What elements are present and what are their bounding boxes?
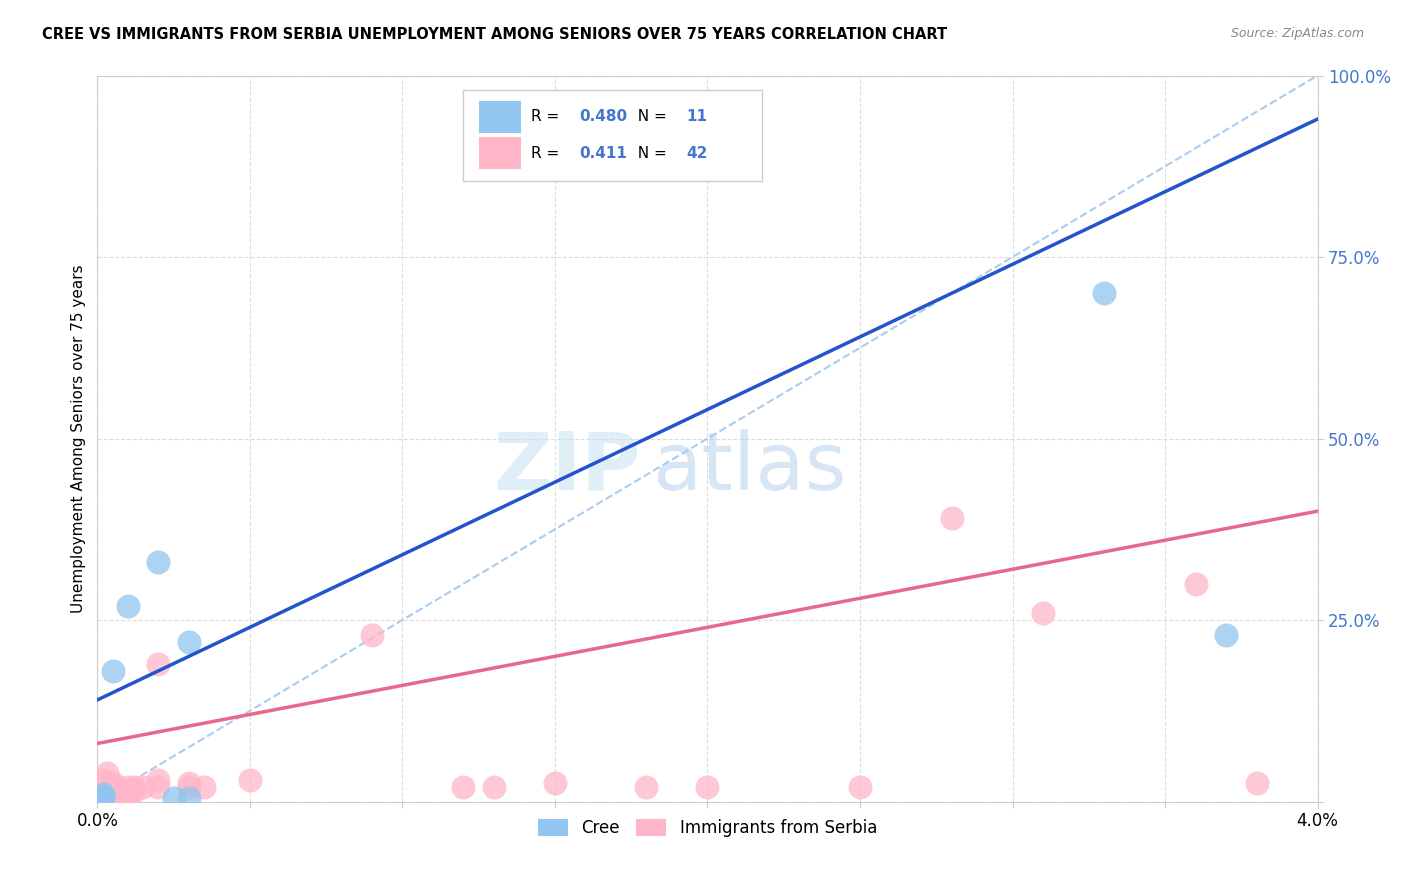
Point xyxy=(636,780,658,794)
Point xyxy=(101,783,124,797)
Point xyxy=(96,765,118,780)
Text: Source: ZipAtlas.com: Source: ZipAtlas.com xyxy=(1230,27,1364,40)
Point xyxy=(122,783,145,797)
Text: 11: 11 xyxy=(686,110,707,124)
Point xyxy=(107,783,129,797)
Point xyxy=(148,780,170,794)
Point xyxy=(1184,576,1206,591)
Point xyxy=(177,776,200,790)
Point xyxy=(148,772,170,787)
Text: 0.411: 0.411 xyxy=(579,145,627,161)
Point xyxy=(111,787,134,801)
Text: atlas: atlas xyxy=(652,428,846,507)
Point xyxy=(696,780,718,794)
Point xyxy=(98,787,121,801)
Point xyxy=(177,791,200,805)
Point xyxy=(93,791,115,805)
Point xyxy=(148,657,170,671)
Point xyxy=(96,783,118,797)
Point xyxy=(162,791,184,805)
FancyBboxPatch shape xyxy=(464,90,762,181)
Legend: Cree, Immigrants from Serbia: Cree, Immigrants from Serbia xyxy=(531,813,884,844)
Point xyxy=(117,786,139,800)
Point xyxy=(101,787,124,801)
Point xyxy=(148,555,170,569)
Point xyxy=(101,664,124,678)
Point xyxy=(177,635,200,649)
Point xyxy=(239,772,262,787)
Point xyxy=(177,780,200,794)
Point xyxy=(117,787,139,801)
Point xyxy=(101,776,124,790)
Text: 0.480: 0.480 xyxy=(579,110,627,124)
Point xyxy=(93,789,115,803)
Point xyxy=(89,791,111,805)
Point xyxy=(941,511,963,525)
Point xyxy=(361,627,384,641)
Point xyxy=(1032,606,1054,620)
Point xyxy=(104,787,127,801)
Point xyxy=(93,772,115,787)
Point xyxy=(122,780,145,794)
Point xyxy=(1215,627,1237,641)
Text: R =: R = xyxy=(530,145,568,161)
Point xyxy=(93,791,115,805)
Point xyxy=(111,783,134,797)
Point xyxy=(93,787,115,801)
Y-axis label: Unemployment Among Seniors over 75 years: Unemployment Among Seniors over 75 years xyxy=(72,264,86,613)
Point xyxy=(117,599,139,613)
Point xyxy=(132,780,155,794)
Point xyxy=(482,780,505,794)
Point xyxy=(117,783,139,797)
Point xyxy=(93,789,115,803)
Text: R =: R = xyxy=(530,110,568,124)
Point xyxy=(544,776,567,790)
Point xyxy=(849,780,872,794)
Point xyxy=(93,787,115,801)
Point xyxy=(1246,776,1268,790)
Point xyxy=(104,783,127,797)
Point xyxy=(104,780,127,794)
Point xyxy=(1092,286,1115,301)
FancyBboxPatch shape xyxy=(479,137,520,169)
Point xyxy=(117,780,139,794)
FancyBboxPatch shape xyxy=(479,101,520,133)
Point xyxy=(193,780,215,794)
Text: 42: 42 xyxy=(686,145,709,161)
Text: ZIP: ZIP xyxy=(494,428,640,507)
Text: N =: N = xyxy=(628,145,676,161)
Point xyxy=(453,780,475,794)
Text: N =: N = xyxy=(628,110,676,124)
Text: CREE VS IMMIGRANTS FROM SERBIA UNEMPLOYMENT AMONG SENIORS OVER 75 YEARS CORRELAT: CREE VS IMMIGRANTS FROM SERBIA UNEMPLOYM… xyxy=(42,27,948,42)
